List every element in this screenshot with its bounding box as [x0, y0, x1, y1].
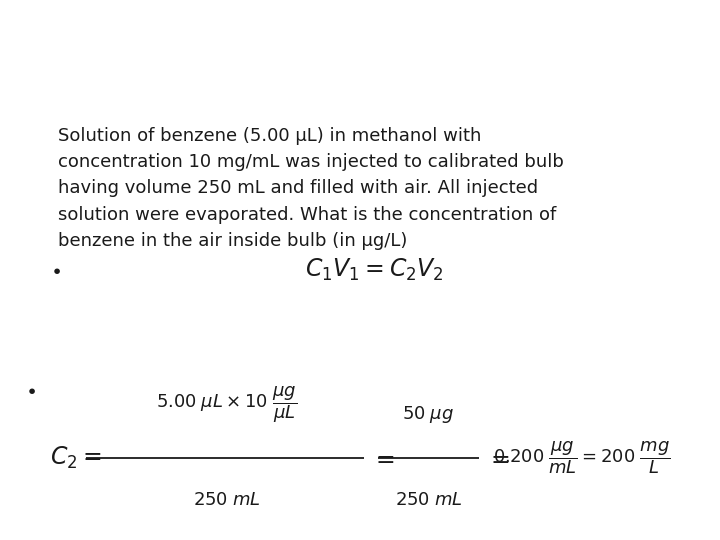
Text: Solution of benzene (5.00 μL) in methanol with
concentration 10 mg/mL was inject: Solution of benzene (5.00 μL) in methano… — [58, 126, 564, 250]
Text: $0.200\;\dfrac{\mu g}{mL} = 200\;\dfrac{mg}{L}$: $0.200\;\dfrac{\mu g}{mL} = 200\;\dfrac{… — [493, 440, 671, 476]
Text: $5.00\;\mu L \times 10\;\dfrac{\mu g}{\mu L}$: $5.00\;\mu L \times 10\;\dfrac{\mu g}{\m… — [156, 384, 297, 425]
Text: $=$: $=$ — [371, 446, 395, 470]
Text: $=$: $=$ — [486, 446, 510, 470]
Text: $C_2 =$: $C_2 =$ — [50, 444, 102, 471]
Text: $250\;mL$: $250\;mL$ — [395, 491, 462, 509]
Text: $\bullet$: $\bullet$ — [25, 380, 36, 399]
Text: $\bullet$: $\bullet$ — [50, 260, 61, 279]
Text: $50\;\mu g$: $50\;\mu g$ — [402, 404, 454, 425]
Text: Exercise: Exercise — [279, 16, 441, 54]
Text: $C_1V_1 = C_2V_2$: $C_1V_1 = C_2V_2$ — [305, 256, 444, 283]
Text: $250\;mL$: $250\;mL$ — [193, 491, 261, 509]
